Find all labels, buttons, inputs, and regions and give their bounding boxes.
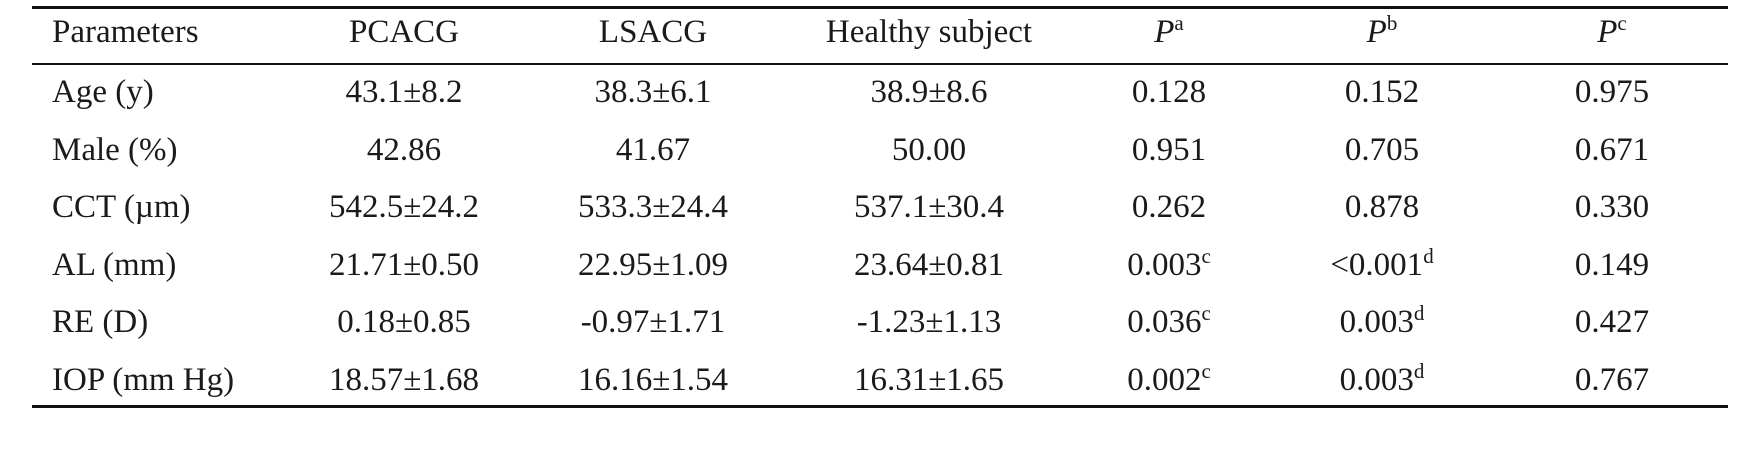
table-row: Male (%) 42.86 41.67 50.00 0.951 0.705 0… — [32, 122, 1728, 180]
cell-p-a: 0.262 — [1070, 179, 1268, 237]
p-a-value: 0.002 — [1127, 361, 1202, 398]
cell-lsacg: -0.97±1.71 — [580, 304, 726, 341]
header-pcacg: PCACG — [348, 13, 460, 50]
table-row: AL (mm) 21.71±0.50 22.95±1.09 23.64±0.81… — [32, 237, 1728, 295]
p-a-sup: c — [1201, 243, 1211, 268]
row-label: CCT (µm) — [52, 189, 191, 226]
cell-pcacg: 18.57±1.68 — [328, 361, 480, 398]
cell-p-b: 0.705 — [1268, 122, 1496, 180]
p-a-value: 0.036 — [1127, 304, 1202, 341]
cell-lsacg: 41.67 — [615, 131, 691, 168]
cell-p-a: 0.128 — [1070, 64, 1268, 122]
p-sup: b — [1386, 10, 1398, 35]
p-b-value: 0.878 — [1344, 189, 1420, 226]
p-a-value: 0.262 — [1131, 189, 1207, 226]
p-b-sup: d — [1423, 243, 1434, 268]
cell-pcacg: 42.86 — [366, 131, 442, 168]
cell-p-c: 0.149 — [1574, 246, 1650, 283]
header-p-a: Pa — [1070, 0, 1268, 64]
cell-pcacg: 21.71±0.50 — [328, 246, 480, 283]
cell-healthy: -1.23±1.13 — [856, 304, 1002, 341]
cell-lsacg: 22.95±1.09 — [577, 246, 729, 283]
table-row: RE (D) 0.18±0.85 -0.97±1.71 -1.23±1.13 0… — [32, 294, 1728, 352]
p-symbol: P — [1366, 13, 1387, 50]
cell-p-b: 0.878 — [1268, 179, 1496, 237]
cell-p-c: 0.975 — [1574, 74, 1650, 111]
p-symbol: P — [1154, 13, 1175, 50]
cell-lsacg: 38.3±6.1 — [594, 74, 712, 111]
cell-lsacg: 16.16±1.54 — [577, 361, 729, 398]
cell-p-a: 0.003c — [1070, 237, 1268, 295]
header-parameters: Parameters — [52, 13, 199, 50]
p-b-value: <0.001 — [1330, 246, 1424, 283]
comparison-table: Parameters PCACG LSACG Healthy subject P… — [32, 0, 1728, 409]
cell-p-c: 0.427 — [1574, 304, 1650, 341]
cell-p-b: 0.003d — [1268, 294, 1496, 352]
table-row: IOP (mm Hg) 18.57±1.68 16.16±1.54 16.31±… — [32, 352, 1728, 410]
p-b-value: 0.003 — [1339, 304, 1414, 341]
cell-pcacg: 43.1±8.2 — [345, 74, 463, 111]
p-sup: c — [1617, 10, 1627, 35]
p-a-value: 0.003 — [1127, 246, 1202, 283]
top-rule — [32, 6, 1728, 9]
p-symbol: P — [1597, 13, 1618, 50]
table-row: CCT (µm) 542.5±24.2 533.3±24.4 537.1±30.… — [32, 179, 1728, 237]
cell-healthy: 50.00 — [891, 131, 967, 168]
header-row: Parameters PCACG LSACG Healthy subject P… — [32, 0, 1728, 64]
p-a-sup: c — [1201, 301, 1211, 326]
p-sup: a — [1174, 10, 1184, 35]
header-healthy-subject: Healthy subject — [825, 13, 1033, 50]
p-a-sup: c — [1201, 358, 1211, 383]
p-b-value: 0.152 — [1344, 74, 1420, 111]
row-label: RE (D) — [52, 304, 149, 341]
cell-p-b: 0.152 — [1268, 64, 1496, 122]
cell-lsacg: 533.3±24.4 — [577, 189, 729, 226]
row-label: Male (%) — [52, 131, 178, 168]
cell-p-c: 0.767 — [1574, 361, 1650, 398]
p-a-value: 0.128 — [1131, 74, 1207, 111]
cell-pcacg: 0.18±0.85 — [337, 304, 471, 341]
cell-p-a: 0.036c — [1070, 294, 1268, 352]
header-rule — [32, 63, 1728, 65]
header-lsacg: LSACG — [598, 13, 708, 50]
bottom-rule — [32, 405, 1728, 408]
p-b-value: 0.003 — [1339, 361, 1414, 398]
header-p-b: Pb — [1268, 0, 1496, 64]
cell-p-a: 0.002c — [1070, 352, 1268, 410]
cell-p-c: 0.330 — [1574, 189, 1650, 226]
p-b-sup: d — [1413, 301, 1425, 326]
cell-pcacg: 542.5±24.2 — [328, 189, 480, 226]
cell-healthy: 23.64±0.81 — [853, 246, 1005, 283]
p-b-sup: d — [1413, 358, 1425, 383]
table-row: Age (y) 43.1±8.2 38.3±6.1 38.9±8.6 0.128… — [32, 64, 1728, 122]
p-b-value: 0.705 — [1344, 131, 1420, 168]
row-label: Age (y) — [52, 74, 154, 111]
cell-healthy: 16.31±1.65 — [853, 361, 1005, 398]
cell-healthy: 38.9±8.6 — [870, 74, 988, 111]
p-a-value: 0.951 — [1131, 131, 1207, 168]
row-label: AL (mm) — [52, 246, 177, 283]
header-p-c: Pc — [1496, 0, 1728, 64]
row-label: IOP (mm Hg) — [52, 361, 235, 398]
cell-p-c: 0.671 — [1574, 131, 1650, 168]
cell-p-b: <0.001d — [1268, 237, 1496, 295]
cell-p-b: 0.003d — [1268, 352, 1496, 410]
cell-p-a: 0.951 — [1070, 122, 1268, 180]
cell-healthy: 537.1±30.4 — [853, 189, 1005, 226]
